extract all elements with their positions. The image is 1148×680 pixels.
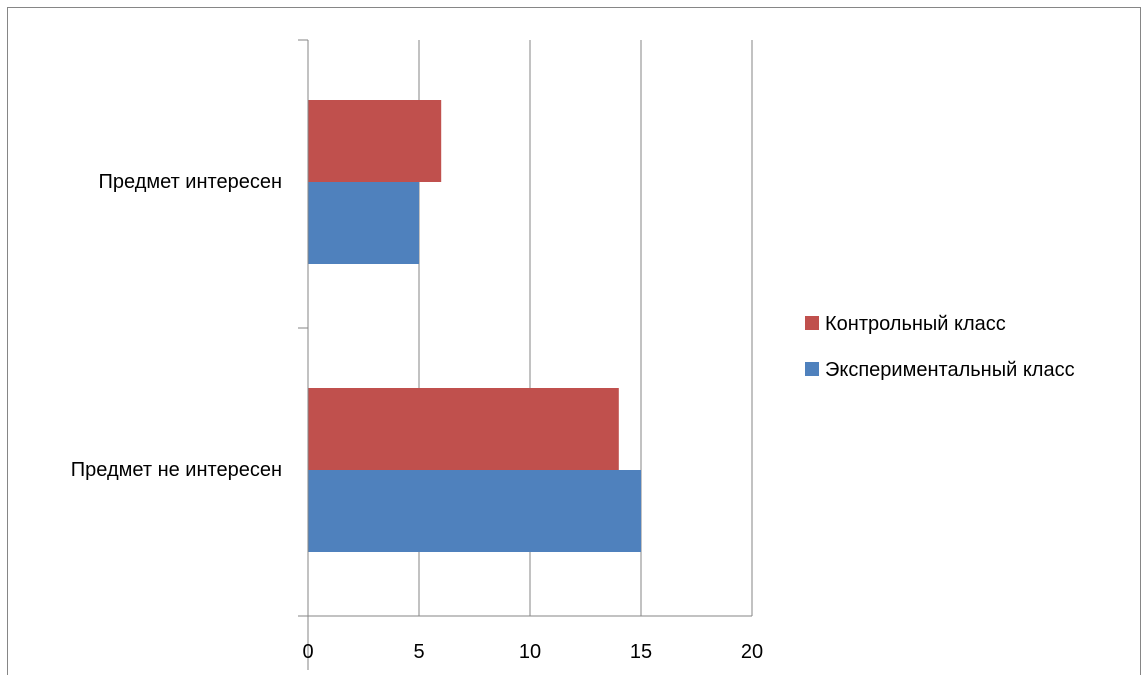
category-label: Предмет интересен <box>99 171 282 193</box>
bar-control-0 <box>308 388 619 470</box>
category-labels: Предмет не интересен Предмет интересен <box>71 171 282 481</box>
category-label: Предмет не интересен <box>71 459 282 481</box>
value-axis-tick-labels: 0 5 10 15 20 <box>302 641 763 663</box>
legend: Контрольный класс Экспериментальный класс <box>805 313 1075 381</box>
bars <box>308 100 641 552</box>
chart-border <box>7 7 1141 680</box>
x-tick-label: 15 <box>630 641 652 663</box>
axes <box>298 39 752 670</box>
legend-label-control: Контрольный класс <box>825 313 1006 335</box>
legend-swatch-experimental <box>805 362 819 376</box>
x-tick-label: 0 <box>302 641 313 663</box>
legend-swatch-control <box>805 316 819 330</box>
x-tick-label: 10 <box>519 641 541 663</box>
x-tick-label: 5 <box>413 641 424 663</box>
x-tick-label: 20 <box>741 641 763 663</box>
bar-experimental-0 <box>308 470 641 552</box>
bar-control-1 <box>308 100 442 182</box>
bar-experimental-1 <box>308 182 419 264</box>
legend-label-experimental: Экспериментальный класс <box>825 359 1075 381</box>
